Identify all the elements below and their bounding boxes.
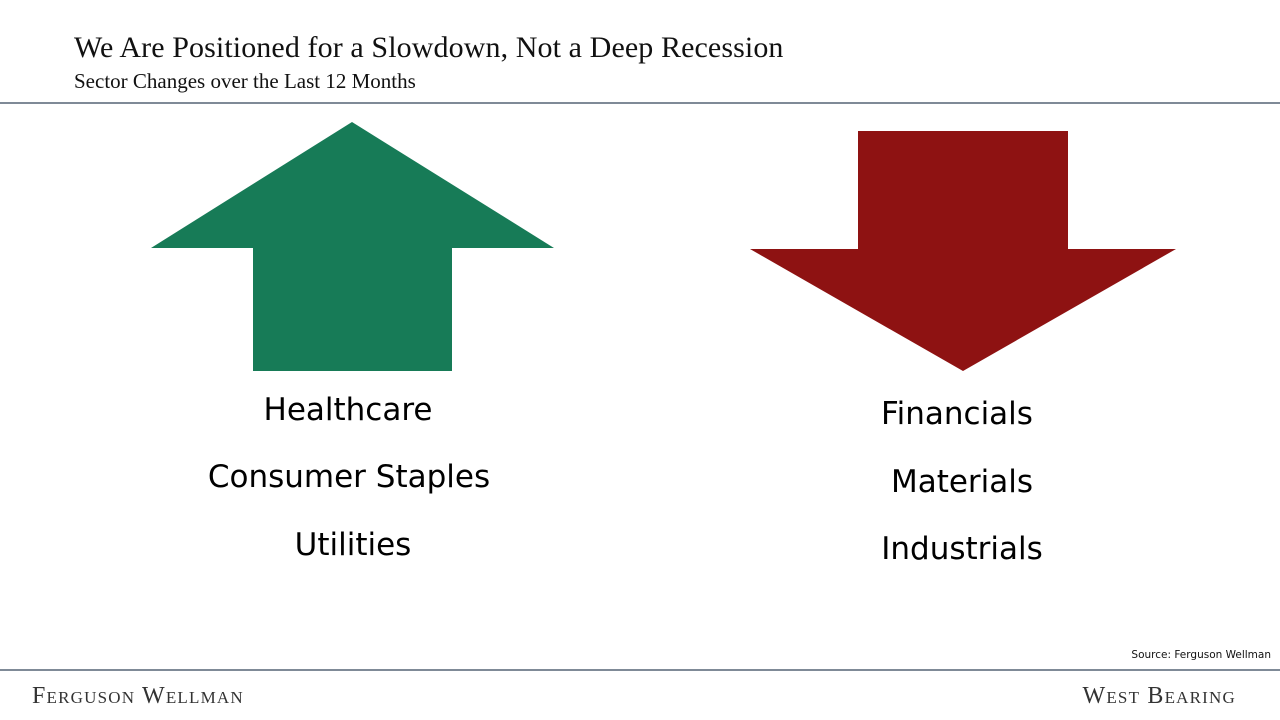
header-divider [0,102,1280,104]
down-arrow-icon [750,131,1176,371]
decreased-sector-financials: Financials [881,396,1033,432]
increased-sector-consumer-staples: Consumer Staples [207,459,491,495]
up-arrow-icon [151,122,554,371]
decreased-sector-materials: Materials [890,464,1034,500]
decreased-sector-industrials: Industrials [881,531,1043,567]
source-note: Source: Ferguson Wellman [1131,649,1271,661]
brand-logo-ferguson-wellman: Ferguson Wellman [32,683,244,709]
page-title: We Are Positioned for a Slowdown, Not a … [74,31,784,64]
increased-sector-utilities: Utilities [294,527,412,563]
increased-sector-healthcare: Healthcare [263,392,433,428]
footer-divider [0,669,1280,671]
page-subtitle: Sector Changes over the Last 12 Months [74,69,416,93]
brand-logo-west-bearing: West Bearing [1082,683,1236,709]
